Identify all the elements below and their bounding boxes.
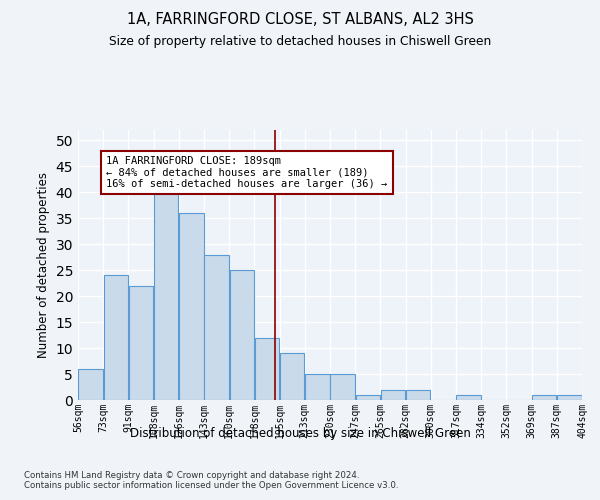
Text: Distribution of detached houses by size in Chiswell Green: Distribution of detached houses by size …: [130, 428, 470, 440]
Bar: [179, 213, 203, 400]
Bar: [331, 374, 355, 400]
Bar: [230, 270, 254, 400]
Y-axis label: Number of detached properties: Number of detached properties: [37, 172, 50, 358]
Bar: [356, 395, 380, 400]
Bar: [280, 354, 304, 400]
Bar: [457, 395, 481, 400]
Bar: [154, 182, 178, 400]
Bar: [79, 369, 103, 400]
Bar: [381, 390, 405, 400]
Text: Contains HM Land Registry data © Crown copyright and database right 2024.
Contai: Contains HM Land Registry data © Crown c…: [24, 470, 398, 490]
Bar: [557, 395, 581, 400]
Bar: [406, 390, 430, 400]
Bar: [532, 395, 556, 400]
Text: Size of property relative to detached houses in Chiswell Green: Size of property relative to detached ho…: [109, 35, 491, 48]
Bar: [129, 286, 153, 400]
Bar: [205, 254, 229, 400]
Text: 1A, FARRINGFORD CLOSE, ST ALBANS, AL2 3HS: 1A, FARRINGFORD CLOSE, ST ALBANS, AL2 3H…: [127, 12, 473, 28]
Bar: [305, 374, 329, 400]
Text: 1A FARRINGFORD CLOSE: 189sqm
← 84% of detached houses are smaller (189)
16% of s: 1A FARRINGFORD CLOSE: 189sqm ← 84% of de…: [106, 156, 388, 189]
Bar: [104, 276, 128, 400]
Bar: [255, 338, 279, 400]
